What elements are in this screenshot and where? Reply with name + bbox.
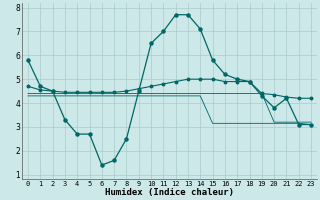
X-axis label: Humidex (Indice chaleur): Humidex (Indice chaleur): [105, 188, 234, 197]
